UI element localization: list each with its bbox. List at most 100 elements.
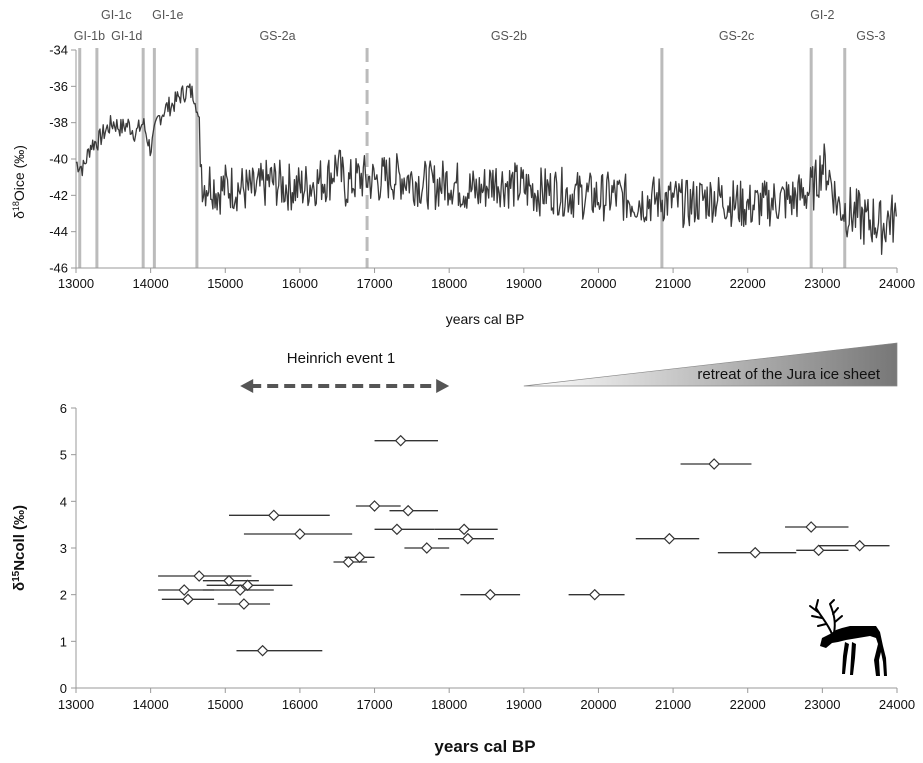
stage-label-2: GI-1d (111, 29, 142, 43)
data-point-25 (217, 598, 271, 610)
data-point-24 (161, 593, 215, 606)
bottom-x-tick-label-11: 24000 (879, 697, 915, 712)
data-point-11 (818, 539, 890, 552)
data-point-6 (374, 523, 435, 536)
ylabel-rest: Ncoll (‰) (11, 505, 28, 571)
data-point-19 (206, 579, 293, 592)
data-point-16 (333, 556, 368, 568)
data-point-5 (785, 521, 849, 533)
top-x-tick-label-6: 19000 (506, 276, 542, 291)
data-point-0 (374, 434, 438, 447)
data-point-26 (236, 644, 323, 657)
data-point-21 (202, 584, 274, 596)
scatter-points (158, 434, 890, 657)
top-y-tick-label-6: -46 (49, 261, 68, 276)
reindeer-antlers (809, 599, 843, 635)
ylabel-sup: 18 (11, 201, 21, 211)
diamond-marker (749, 546, 762, 559)
data-point-22 (460, 588, 521, 601)
bottom-y-tick-label-0: 0 (60, 681, 67, 696)
heinrich-event-label: Heinrich event 1 (287, 350, 395, 367)
stage-label-8: GS-3 (856, 29, 885, 43)
diamond-marker (234, 584, 247, 596)
top-x-tick-label-10: 23000 (804, 276, 840, 291)
bottom-x-ticks: 13000 14000 15000 16000 17000 18000 19000 20000… (58, 688, 915, 712)
bottom-x-tick-label-2: 15000 (207, 697, 243, 712)
ylabel-rest: Oice (‰) (11, 145, 27, 201)
diamond-marker (294, 528, 306, 540)
annotations: Heinrich event 1 retreat of the Jura ice… (240, 342, 898, 393)
top-x-tick-label-9: 22000 (730, 276, 766, 291)
diamond-marker (238, 598, 250, 610)
bottom-y-axis-label: δ15Ncoll (‰) (11, 505, 29, 591)
diamond-marker (178, 584, 191, 596)
bottom-x-tick-label-3: 16000 (282, 697, 318, 712)
bottom-y-tick-label-1: 1 (60, 634, 67, 649)
data-point-14 (717, 546, 797, 559)
delta18o-series-line (75, 83, 897, 255)
top-x-tick-label-5: 18000 (431, 276, 467, 291)
top-x-ticks: 13000 14000 15000 16000 17000 18000 19000 20000… (58, 268, 915, 291)
diamond-marker (368, 500, 381, 512)
data-point-7 (434, 523, 498, 536)
diamond-marker (708, 458, 720, 470)
diamond-marker (663, 532, 676, 545)
diamond-marker (420, 542, 433, 554)
top-y-tick-label-2: -38 (49, 115, 68, 130)
diamond-marker (458, 523, 470, 536)
data-point-4 (229, 509, 330, 522)
top-y-tick-label-5: -44 (49, 224, 68, 239)
bottom-x-tick-label-6: 19000 (506, 697, 542, 712)
data-point-12 (404, 542, 450, 554)
diamond-marker (805, 521, 818, 533)
data-point-17 (158, 570, 252, 582)
diamond-marker (256, 644, 269, 657)
diamond-marker (342, 556, 355, 568)
diamond-marker (391, 523, 403, 536)
top-y-tick-label-0: -34 (49, 43, 68, 58)
bottom-x-tick-label-9: 22000 (730, 697, 766, 712)
data-point-8 (243, 528, 353, 540)
diamond-marker (853, 539, 866, 552)
stage-label-1: GI-1c (101, 8, 132, 22)
diamond-marker (267, 509, 280, 522)
heinrich-arrow-head-left (240, 379, 254, 393)
reindeer-silhouette-icon (809, 599, 887, 676)
top-x-tick-label-4: 17000 (356, 276, 392, 291)
bottom-x-tick-label-1: 14000 (133, 697, 169, 712)
bottom-x-axis-label: years cal BP (434, 737, 535, 756)
top-y-ticks: -34 -36 -38 -40 -42 -44 -46 (49, 43, 76, 276)
stage-label-6: GS-2c (719, 29, 754, 43)
diamond-marker (461, 532, 474, 545)
top-y-axis-label: δ18Oice (‰) (11, 145, 27, 219)
diamond-marker (193, 570, 205, 582)
data-point-3 (389, 504, 438, 517)
top-y-tick-label-3: -40 (49, 152, 68, 167)
data-point-2 (355, 500, 401, 512)
diamond-marker (394, 434, 407, 447)
stage-labels: GI-1b GI-1c GI-1d GI-1e GS-2a GS-2b GS-2c GI-2 G… (74, 8, 886, 43)
bottom-y-tick-label-2: 2 (60, 588, 67, 603)
heinrich-arrow (240, 379, 450, 393)
data-point-9 (437, 532, 494, 545)
top-x-tick-label-3: 16000 (282, 276, 318, 291)
stage-label-3: GI-1e (152, 8, 183, 22)
jura-retreat-wedge (523, 342, 898, 387)
data-point-1 (680, 458, 752, 470)
bottom-x-tick-label-0: 13000 (58, 697, 94, 712)
diamond-marker (588, 588, 601, 601)
stage-label-7: GI-2 (810, 8, 834, 22)
data-point-13 (796, 544, 849, 557)
top-x-tick-label-7: 20000 (580, 276, 616, 291)
data-point-10 (635, 532, 700, 545)
top-x-tick-label-2: 15000 (207, 276, 243, 291)
bottom-y-tick-label-5: 5 (60, 448, 67, 463)
diamond-marker (223, 574, 235, 587)
bottom-x-tick-label-10: 23000 (804, 697, 840, 712)
top-y-tick-label-4: -42 (49, 188, 68, 203)
bottom-x-tick-label-7: 20000 (580, 697, 616, 712)
top-y-tick-label-1: -36 (49, 79, 68, 94)
top-x-axis-label: years cal BP (446, 311, 525, 327)
delta15n-chart: 0 1 2 3 4 5 6 13000 14000 15000 16000 17000 18000 19… (11, 401, 916, 756)
